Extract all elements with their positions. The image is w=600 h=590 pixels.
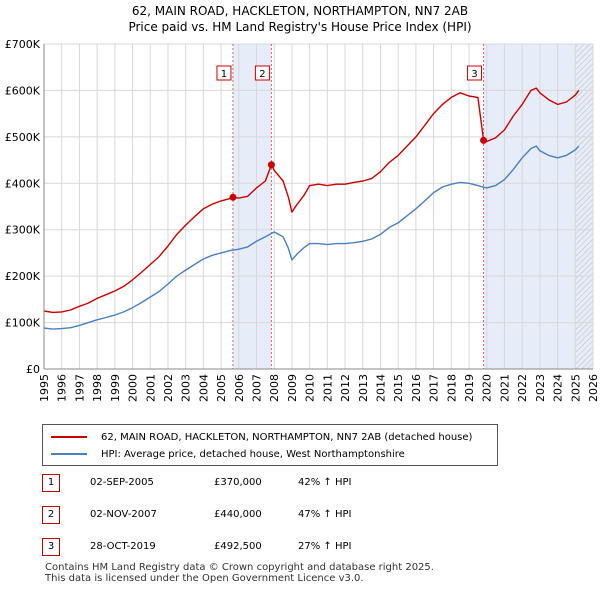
- x-tick-label: 2000: [127, 374, 140, 402]
- x-tick-label: 2021: [498, 374, 511, 402]
- sale-date: 02-NOV-2007: [90, 509, 157, 520]
- sale-date: 28-OCT-2019: [90, 541, 156, 552]
- chart-subtitle: Price paid vs. HM Land Registry's House …: [128, 20, 472, 34]
- x-tick-label: 1997: [73, 374, 86, 402]
- sale-point: [480, 136, 488, 144]
- y-tick-label: £500K: [5, 131, 41, 144]
- x-tick-label: 1998: [91, 374, 104, 402]
- y-tick-label: £700K: [5, 38, 41, 51]
- x-tick-label: 2001: [144, 374, 157, 402]
- x-tick-label: 2020: [481, 374, 494, 402]
- x-tick-label: 2009: [286, 374, 299, 402]
- x-tick-label: 2003: [180, 374, 193, 402]
- sale-label-box: [254, 65, 270, 81]
- x-tick-label: 2026: [587, 374, 600, 402]
- sale-label-box: [467, 65, 483, 81]
- x-tick-label: 2024: [552, 374, 565, 402]
- x-tick-label: 2023: [534, 374, 547, 402]
- sale-point: [229, 193, 237, 201]
- sale-label-box: [216, 65, 232, 81]
- sale-marker-badge: 1: [42, 474, 60, 492]
- shaded-period: [232, 44, 272, 369]
- x-tick-label: 2019: [463, 374, 476, 402]
- legend-label-hpi: HPI: Average price, detached house, West…: [101, 448, 405, 460]
- sale-hpi-change: 27% ↑ HPI: [298, 541, 352, 552]
- x-tick-label: 2002: [162, 374, 175, 402]
- x-tick-label: 2017: [428, 374, 441, 402]
- y-tick-label: £600K: [5, 84, 41, 97]
- legend-swatch-hpi: [51, 453, 87, 455]
- sale-marker-badge: 3: [42, 538, 60, 556]
- sale-point: [267, 161, 275, 169]
- sale-date: 02-SEP-2005: [90, 477, 154, 488]
- x-tick-label: 2022: [516, 374, 529, 402]
- x-tick-label: 1999: [109, 374, 122, 402]
- x-tick-label: 1995: [38, 374, 51, 402]
- x-tick-label: 2013: [357, 374, 370, 402]
- sale-marker-badge: 2: [42, 506, 60, 524]
- sale-label: 1: [221, 69, 227, 80]
- x-tick-label: 2007: [251, 374, 264, 402]
- x-tick-label: 2012: [339, 374, 352, 402]
- x-tick-label: 2014: [374, 374, 387, 402]
- legend-label-property: 62, MAIN ROAD, HACKLETON, NORTHAMPTON, N…: [101, 431, 473, 443]
- sale-row: 1 02-SEP-2005 £370,000 42% ↑ HPI: [42, 474, 402, 492]
- y-tick-label: £300K: [5, 224, 41, 237]
- x-tick-label: 1996: [56, 374, 69, 402]
- shaded-period: [483, 44, 593, 369]
- price-chart: £0 £100K £200K £300K £400K £500K £600K £700K 199…: [5, 38, 600, 402]
- legend: 62, MAIN ROAD, HACKLETON, NORTHAMPTON, N…: [42, 424, 498, 466]
- footer-copyright: Contains HM Land Registry data © Crown c…: [45, 562, 434, 573]
- x-tick-label: 2006: [233, 374, 246, 402]
- x-tick-label: 2010: [304, 374, 317, 402]
- property-price-line: [43, 87, 580, 314]
- sale-label: 3: [471, 69, 477, 80]
- sale-row: 3 28-OCT-2019 £492,500 27% ↑ HPI: [42, 538, 402, 556]
- x-tick-label: 2025: [569, 374, 582, 402]
- footer-licence: This data is licensed under the Open Gov…: [45, 573, 364, 584]
- chart-title: 62, MAIN ROAD, HACKLETON, NORTHAMPTON, N…: [131, 4, 469, 18]
- x-tick-label: 2005: [215, 374, 228, 402]
- x-tick-label: 2008: [268, 374, 281, 402]
- sale-price: £440,000: [214, 509, 262, 520]
- x-tick-label: 2016: [410, 374, 423, 402]
- legend-item-property: 62, MAIN ROAD, HACKLETON, NORTHAMPTON, N…: [51, 430, 472, 444]
- sale-label: 2: [259, 69, 265, 80]
- footer: Contains HM Land Registry data © Crown c…: [45, 562, 434, 584]
- x-tick-label: 2015: [392, 374, 405, 402]
- legend-swatch-property: [51, 436, 87, 438]
- legend-item-hpi: HPI: Average price, detached house, West…: [51, 447, 405, 461]
- y-tick-label: £400K: [5, 177, 41, 190]
- x-tick-label: 2011: [321, 374, 334, 402]
- x-tick-label: 2004: [197, 374, 210, 402]
- sale-row: 2 02-NOV-2007 £440,000 47% ↑ HPI: [42, 506, 402, 524]
- sale-hpi-change: 47% ↑ HPI: [298, 509, 352, 520]
- sale-price: £492,500: [214, 541, 262, 552]
- sale-price: £370,000: [214, 477, 262, 488]
- forecast-hatch: [575, 44, 593, 369]
- y-tick-label: £100K: [5, 317, 41, 330]
- y-tick-label: £0: [26, 363, 40, 376]
- y-tick-label: £200K: [5, 270, 41, 283]
- sale-hpi-change: 42% ↑ HPI: [298, 477, 352, 488]
- hpi-line: [43, 145, 580, 330]
- x-tick-label: 2018: [445, 374, 458, 402]
